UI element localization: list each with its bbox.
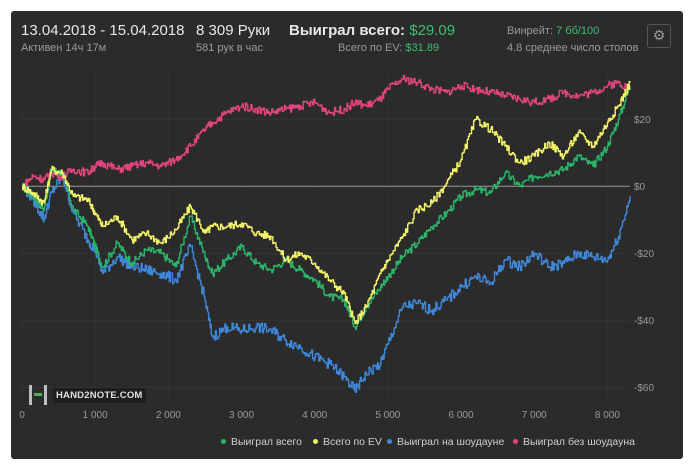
x-tick-label: 7 000 — [522, 410, 547, 421]
ev-total-label: Всего по EV: — [338, 42, 403, 54]
winrate-value: 7 бб/100 — [556, 25, 600, 37]
date-range: 13.04.2018 - 15.04.2018 — [21, 22, 185, 39]
series-line — [22, 85, 631, 331]
chart: $20 $0 -$20 -$40 -$60 0 1 000 2 000 3 000 4 000 5 … — [19, 69, 654, 421]
avg-tables: 4.8 среднее число столов — [507, 42, 639, 54]
logo-text: HAND2NOTE.COM — [53, 387, 146, 403]
y-tick-label: -$20 — [634, 249, 654, 260]
stats-panel: 13.04.2018 - 15.04.2018 Активен 14ч 17м … — [11, 11, 683, 459]
ev-total-value: $31.89 — [405, 42, 440, 54]
legend-item-nonshowdown[interactable]: Выиграл без шоудауна — [513, 436, 635, 448]
ev-total: Всего по EV: $31.89 — [338, 42, 439, 54]
gear-icon[interactable]: ⚙ — [647, 24, 671, 48]
won-total-value: $29.09 — [409, 22, 456, 39]
x-tick-label: 6 000 — [449, 410, 474, 421]
legend-dot — [387, 438, 392, 444]
legend-label: Выиграл всего — [231, 436, 302, 448]
x-tick-label: 4 000 — [302, 410, 327, 421]
x-tick-label: 2 000 — [156, 410, 181, 421]
legend-label: Всего по EV — [323, 436, 382, 448]
winrate-label: Винрейт: — [507, 25, 554, 37]
y-tick-label: -$40 — [634, 316, 654, 327]
legend-dot — [313, 438, 318, 444]
series-line — [22, 74, 631, 189]
y-tick-label: -$60 — [634, 383, 654, 394]
won-total: Выиграл всего: $29.09 — [289, 22, 455, 39]
legend-item-ev[interactable]: Всего по EV — [313, 436, 382, 448]
active-time: Активен 14ч 17м — [21, 42, 107, 54]
x-tick-label: 3 000 — [229, 410, 254, 421]
hands-per-hour: 581 рук в час — [196, 42, 264, 54]
logo-mark — [29, 385, 47, 405]
x-tick-label: 0 — [19, 410, 25, 421]
legend-dot — [221, 438, 226, 444]
legend-label: Выиграл без шоудауна — [523, 436, 635, 448]
x-tick-label: 5 000 — [375, 410, 400, 421]
legend-dot — [513, 438, 518, 444]
winrate: Винрейт: 7 бб/100 — [507, 25, 599, 37]
legend-item-showdown[interactable]: Выиграл на шоудауне — [387, 436, 504, 448]
series-line — [22, 80, 631, 325]
logo: HAND2NOTE.COM — [29, 384, 146, 406]
x-tick-label: 8 000 — [595, 410, 620, 421]
y-tick-label: $20 — [634, 115, 651, 126]
hands-count: 8 309 Руки — [196, 22, 271, 39]
legend-label: Выиграл на шоудауне — [397, 436, 505, 448]
y-tick-label: $0 — [634, 182, 646, 193]
series-line — [22, 172, 631, 393]
legend-item-won[interactable]: Выиграл всего — [221, 436, 302, 448]
x-tick-label: 1 000 — [83, 410, 108, 421]
won-total-label: Выиграл всего: — [289, 22, 406, 39]
